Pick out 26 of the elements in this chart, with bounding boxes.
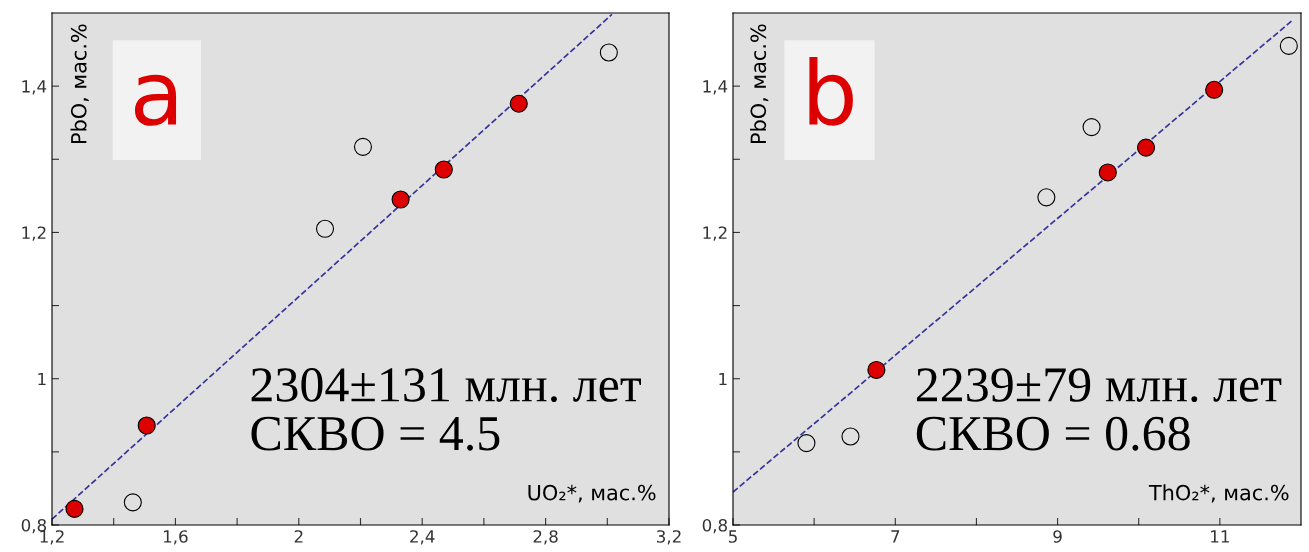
x-tick-label: 2,8	[533, 530, 558, 545]
y-tick-label: 1,2	[22, 226, 46, 241]
x-tick-label: 7	[891, 530, 900, 543]
x-tick-label: 3,2	[657, 530, 681, 545]
annotation: 2239±79 млн. лет	[916, 368, 1282, 403]
x-axis-title: ThO₂*, мас.%	[1148, 484, 1289, 503]
annotation: СКВО = 4.5	[251, 416, 500, 451]
y-tick-label: 1,2	[703, 226, 727, 241]
y-axis-title: PbO, мас.%	[70, 24, 89, 143]
x-tick-label: 5	[728, 530, 737, 543]
chart-title: a	[134, 74, 177, 126]
annotation: СКВО = 0.68	[916, 416, 1190, 451]
y-tick-label: 1	[719, 372, 727, 386]
annotation: 2304±131 млн. лет	[251, 368, 641, 403]
x-tick-label: 2,4	[410, 530, 435, 545]
x-tick-label: 1,6	[163, 530, 188, 545]
y-tick-label: 1,4	[22, 80, 47, 95]
x-tick-label: 11	[1211, 530, 1229, 543]
x-axis-title: UO₂*, мас.%	[528, 484, 656, 503]
chart-title: b	[809, 57, 853, 126]
y-axis-title: PbO, мас.%	[750, 24, 769, 143]
x-tick-label: 9	[1053, 530, 1062, 543]
y-tick-label: 0,8	[702, 518, 727, 534]
x-tick-label: 2	[294, 530, 303, 543]
y-tick-label: 1	[38, 372, 46, 386]
y-tick-label: 1,4	[703, 80, 728, 95]
